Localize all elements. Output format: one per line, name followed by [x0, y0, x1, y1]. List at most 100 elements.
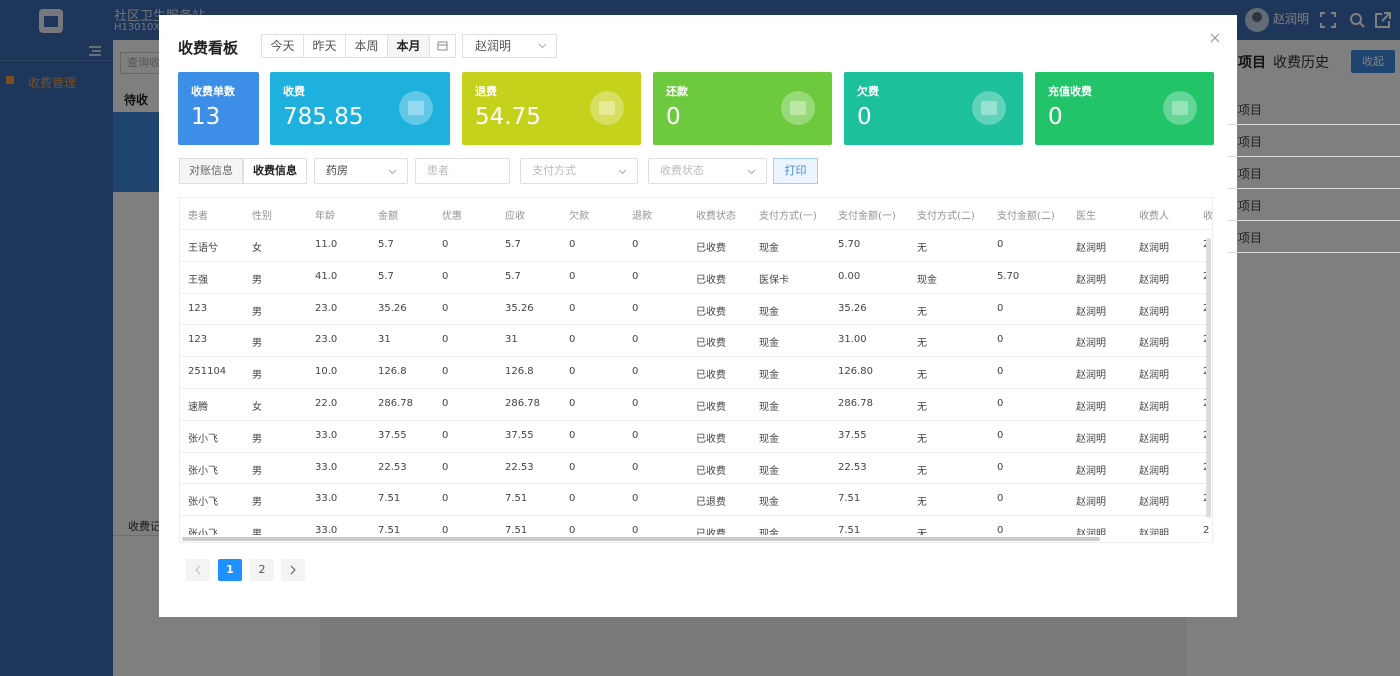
row-line	[180, 260, 1212, 262]
cell: 22.0	[315, 398, 338, 409]
cell: 35.26	[838, 302, 867, 314]
info-tab[interactable]: 收费信息	[243, 158, 307, 184]
card-label: 收费单数	[191, 85, 235, 98]
range-button[interactable]: 昨天	[303, 34, 346, 58]
cell: 7.51	[838, 493, 861, 505]
cell: 0	[632, 366, 639, 378]
card-value: 0	[1048, 104, 1063, 130]
cell: 126.8	[505, 366, 534, 378]
stat-card: 收费单数 13	[178, 72, 259, 145]
cell: 男	[252, 433, 262, 445]
cell: 男	[252, 525, 262, 540]
range-button[interactable]: 本月	[387, 34, 430, 58]
cell: 0	[569, 525, 576, 537]
cell: 7.51	[378, 493, 401, 505]
select-arrow	[388, 169, 397, 175]
cell: 0	[442, 461, 449, 473]
cell: 已收费	[696, 402, 726, 413]
card-label: 欠费	[857, 85, 879, 98]
cell: 赵润明	[1076, 306, 1106, 318]
cell: 男	[252, 274, 262, 286]
cell: 0	[569, 239, 576, 250]
cell: 37.55	[838, 429, 867, 441]
modal: 收费看板 赵润明 患者 性别 年龄 金额 优惠 应收 欠款 退款 收费状态 支付方式(一) 支付金额…	[159, 15, 1237, 617]
cell: 41.0	[315, 270, 338, 282]
cell: 0	[997, 461, 1004, 473]
cell: 0	[997, 366, 1004, 378]
date-picker[interactable]	[429, 34, 456, 58]
right-row: 项目	[1228, 125, 1400, 157]
card-value: 0	[666, 104, 681, 130]
cell: 女	[252, 402, 262, 413]
v-scrollbar	[1206, 238, 1211, 518]
card-value: 13	[191, 104, 221, 130]
cell: 赵润明	[1139, 525, 1169, 540]
cell: 0	[569, 270, 576, 282]
cell: 已收费	[696, 465, 726, 477]
cell: 286.78	[378, 398, 413, 409]
row-line	[180, 388, 1212, 389]
cell: 已收费	[696, 370, 726, 382]
cell: 女	[252, 243, 262, 254]
cell: 0	[442, 270, 449, 282]
cell: 7.51	[505, 525, 528, 537]
cell: 男	[252, 497, 262, 509]
cell: 已收费	[696, 306, 726, 318]
print-button[interactable]: 打印	[773, 158, 818, 184]
filter-input[interactable]: 支付方式	[520, 158, 638, 184]
cell: 现金	[759, 338, 779, 350]
cell: 男	[252, 338, 262, 350]
column-header: 支付方式(二)	[917, 211, 975, 222]
cell: 5.7	[378, 270, 394, 282]
cell: 0	[442, 334, 449, 346]
cell: 0	[997, 429, 1004, 441]
cell: 23.0	[315, 334, 338, 346]
cell: 33.0	[315, 429, 338, 441]
cell: 现金	[759, 306, 779, 318]
select-arrow	[618, 169, 627, 175]
cell: 赵润明	[1139, 497, 1169, 509]
cell: 0	[997, 398, 1004, 409]
range-button[interactable]: 今天	[261, 34, 304, 58]
cell: 赵润明	[1076, 338, 1106, 350]
card-value: 0	[857, 104, 872, 130]
column-header: 患者	[188, 211, 208, 222]
card-icon	[781, 91, 815, 125]
cell: 0	[997, 239, 1004, 250]
cell: 无	[917, 338, 927, 350]
cell: 已收费	[696, 274, 726, 286]
cell: 0	[442, 239, 449, 250]
prev-page[interactable]	[186, 559, 210, 581]
cell: 男	[252, 370, 262, 382]
cell: 0	[569, 493, 576, 505]
cell: 张小飞	[188, 497, 218, 509]
card-icon	[590, 91, 624, 125]
card-label: 充值收费	[1048, 85, 1092, 98]
cell: 赵润明	[1076, 465, 1106, 477]
cell: 0	[632, 429, 639, 441]
filter-input[interactable]: 收费状态	[648, 158, 767, 184]
info-tab[interactable]: 对账信息	[179, 158, 243, 184]
cell: 现金	[759, 433, 779, 445]
cell: 286.78	[505, 398, 540, 409]
cell: 0	[442, 366, 449, 378]
cell: 男	[252, 465, 262, 477]
page-button[interactable]: 1	[218, 559, 242, 581]
cell: 赵润明	[1139, 243, 1169, 254]
filter-input[interactable]: 药房	[314, 158, 408, 184]
column-header: 收	[1203, 211, 1213, 222]
cell: 126.8	[378, 366, 407, 378]
right-row: 项目	[1228, 189, 1400, 221]
stat-card: 退费 54.75	[462, 72, 641, 145]
next-page[interactable]	[281, 559, 305, 581]
column-header: 支付金额(一)	[838, 211, 896, 222]
range-button[interactable]: 本周	[345, 34, 388, 58]
page-button[interactable]: 2	[250, 559, 274, 581]
cell: 0	[632, 525, 639, 537]
close-button[interactable]	[1210, 33, 1220, 43]
cell: 张小飞	[188, 525, 218, 540]
cell: 251104	[188, 366, 227, 378]
filter-input[interactable]: 患者	[415, 158, 510, 184]
cell: 5.7	[505, 270, 521, 282]
